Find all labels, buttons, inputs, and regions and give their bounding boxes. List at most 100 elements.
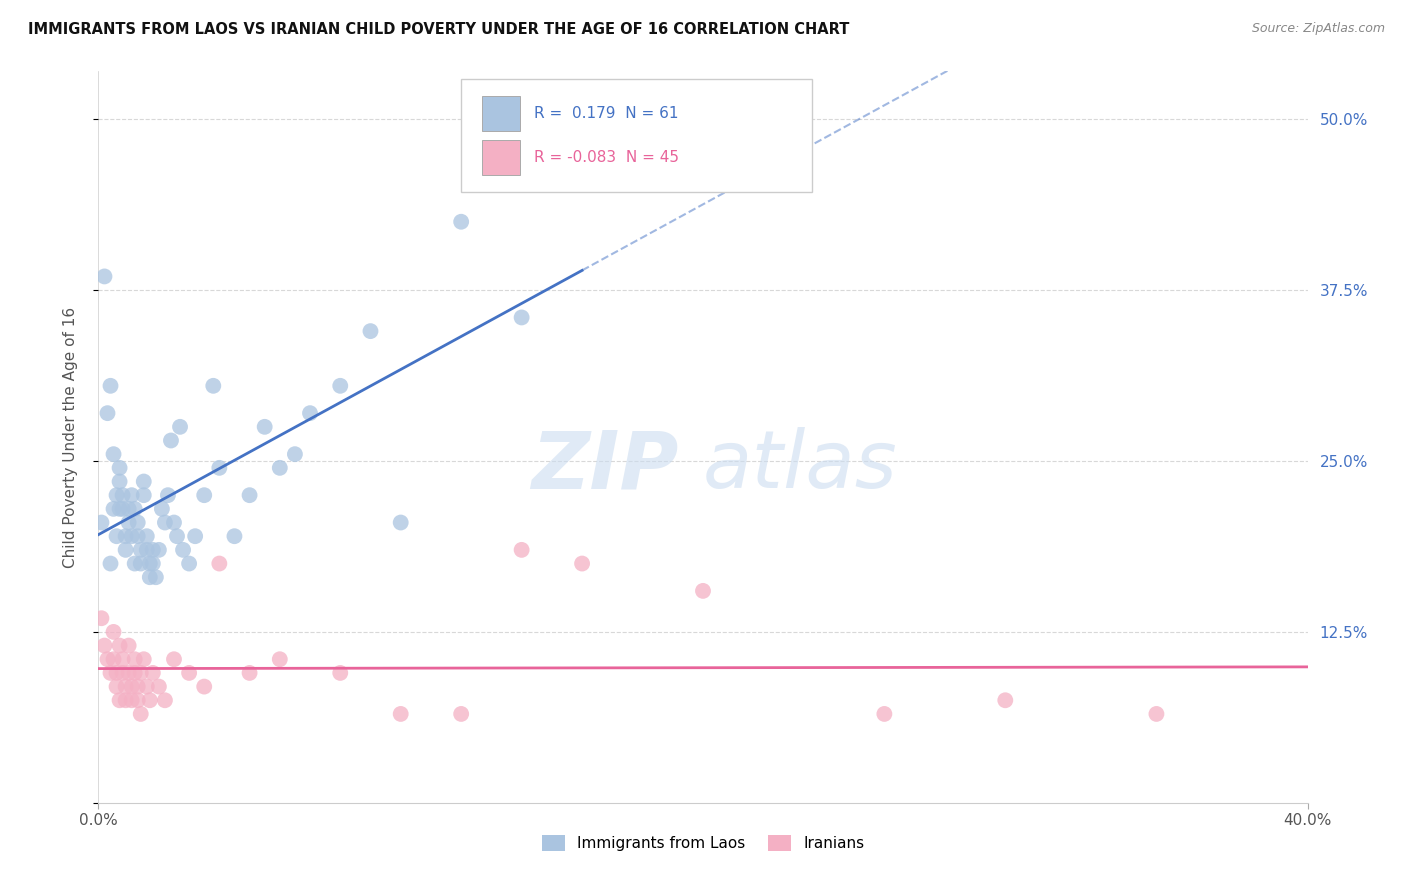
- Point: [873, 706, 896, 721]
- Point: [142, 542, 165, 557]
- Point: [450, 706, 472, 721]
- Point: [108, 460, 131, 475]
- Point: [118, 665, 141, 680]
- Point: [284, 447, 307, 461]
- Point: [103, 652, 125, 666]
- Point: [142, 557, 165, 571]
- FancyBboxPatch shape: [482, 140, 520, 175]
- Point: [103, 447, 125, 461]
- Point: [111, 665, 134, 680]
- Point: [127, 680, 149, 694]
- Point: [163, 652, 186, 666]
- Point: [100, 665, 122, 680]
- FancyBboxPatch shape: [461, 78, 811, 192]
- Point: [994, 693, 1017, 707]
- Point: [127, 529, 149, 543]
- Point: [135, 680, 157, 694]
- Point: [145, 570, 167, 584]
- Point: [100, 379, 122, 393]
- Point: [179, 557, 201, 571]
- Point: [269, 652, 291, 666]
- Text: Source: ZipAtlas.com: Source: ZipAtlas.com: [1251, 22, 1385, 36]
- Point: [108, 475, 131, 489]
- Point: [90, 611, 112, 625]
- Point: [124, 557, 146, 571]
- Point: [129, 706, 152, 721]
- Point: [105, 665, 128, 680]
- Text: R = -0.083  N = 45: R = -0.083 N = 45: [534, 150, 679, 165]
- Point: [111, 501, 134, 516]
- Point: [150, 501, 173, 516]
- Point: [139, 557, 162, 571]
- Point: [118, 501, 141, 516]
- Point: [269, 460, 291, 475]
- Text: IMMIGRANTS FROM LAOS VS IRANIAN CHILD POVERTY UNDER THE AGE OF 16 CORRELATION CH: IMMIGRANTS FROM LAOS VS IRANIAN CHILD PO…: [28, 22, 849, 37]
- Point: [148, 680, 170, 694]
- Point: [127, 516, 149, 530]
- Point: [202, 379, 225, 393]
- Point: [179, 665, 201, 680]
- Point: [121, 680, 143, 694]
- Point: [510, 310, 533, 325]
- Point: [156, 488, 179, 502]
- Point: [389, 706, 412, 721]
- Point: [132, 488, 155, 502]
- Point: [124, 652, 146, 666]
- Point: [93, 639, 115, 653]
- Point: [105, 680, 128, 694]
- Point: [571, 174, 593, 188]
- Text: R =  0.179  N = 61: R = 0.179 N = 61: [534, 106, 678, 121]
- Point: [132, 652, 155, 666]
- Point: [389, 516, 412, 530]
- Point: [114, 680, 136, 694]
- Point: [139, 693, 162, 707]
- Point: [172, 542, 194, 557]
- Point: [239, 488, 262, 502]
- Point: [96, 406, 118, 420]
- Point: [193, 680, 215, 694]
- Point: [111, 652, 134, 666]
- Point: [184, 529, 207, 543]
- Point: [135, 542, 157, 557]
- FancyBboxPatch shape: [482, 96, 520, 131]
- Point: [510, 542, 533, 557]
- Point: [163, 516, 186, 530]
- Point: [114, 529, 136, 543]
- Point: [108, 501, 131, 516]
- Point: [299, 406, 322, 420]
- Point: [148, 542, 170, 557]
- Point: [253, 420, 276, 434]
- Point: [193, 488, 215, 502]
- Point: [121, 488, 143, 502]
- Point: [100, 557, 122, 571]
- Point: [169, 420, 191, 434]
- Point: [129, 542, 152, 557]
- Point: [127, 693, 149, 707]
- Point: [135, 529, 157, 543]
- Point: [114, 693, 136, 707]
- Point: [450, 215, 472, 229]
- Point: [105, 488, 128, 502]
- Point: [118, 639, 141, 653]
- Point: [329, 379, 352, 393]
- Point: [90, 516, 112, 530]
- Point: [108, 693, 131, 707]
- Text: atlas: atlas: [703, 427, 898, 506]
- Point: [114, 542, 136, 557]
- Point: [121, 529, 143, 543]
- Point: [208, 557, 231, 571]
- Point: [166, 529, 188, 543]
- Legend: Immigrants from Laos, Iranians: Immigrants from Laos, Iranians: [536, 830, 870, 857]
- Point: [132, 475, 155, 489]
- Point: [129, 557, 152, 571]
- Point: [224, 529, 246, 543]
- Point: [153, 693, 176, 707]
- Point: [692, 583, 714, 598]
- Point: [160, 434, 183, 448]
- Point: [329, 665, 352, 680]
- Point: [142, 665, 165, 680]
- Point: [239, 665, 262, 680]
- Point: [118, 516, 141, 530]
- Point: [360, 324, 382, 338]
- Point: [129, 665, 152, 680]
